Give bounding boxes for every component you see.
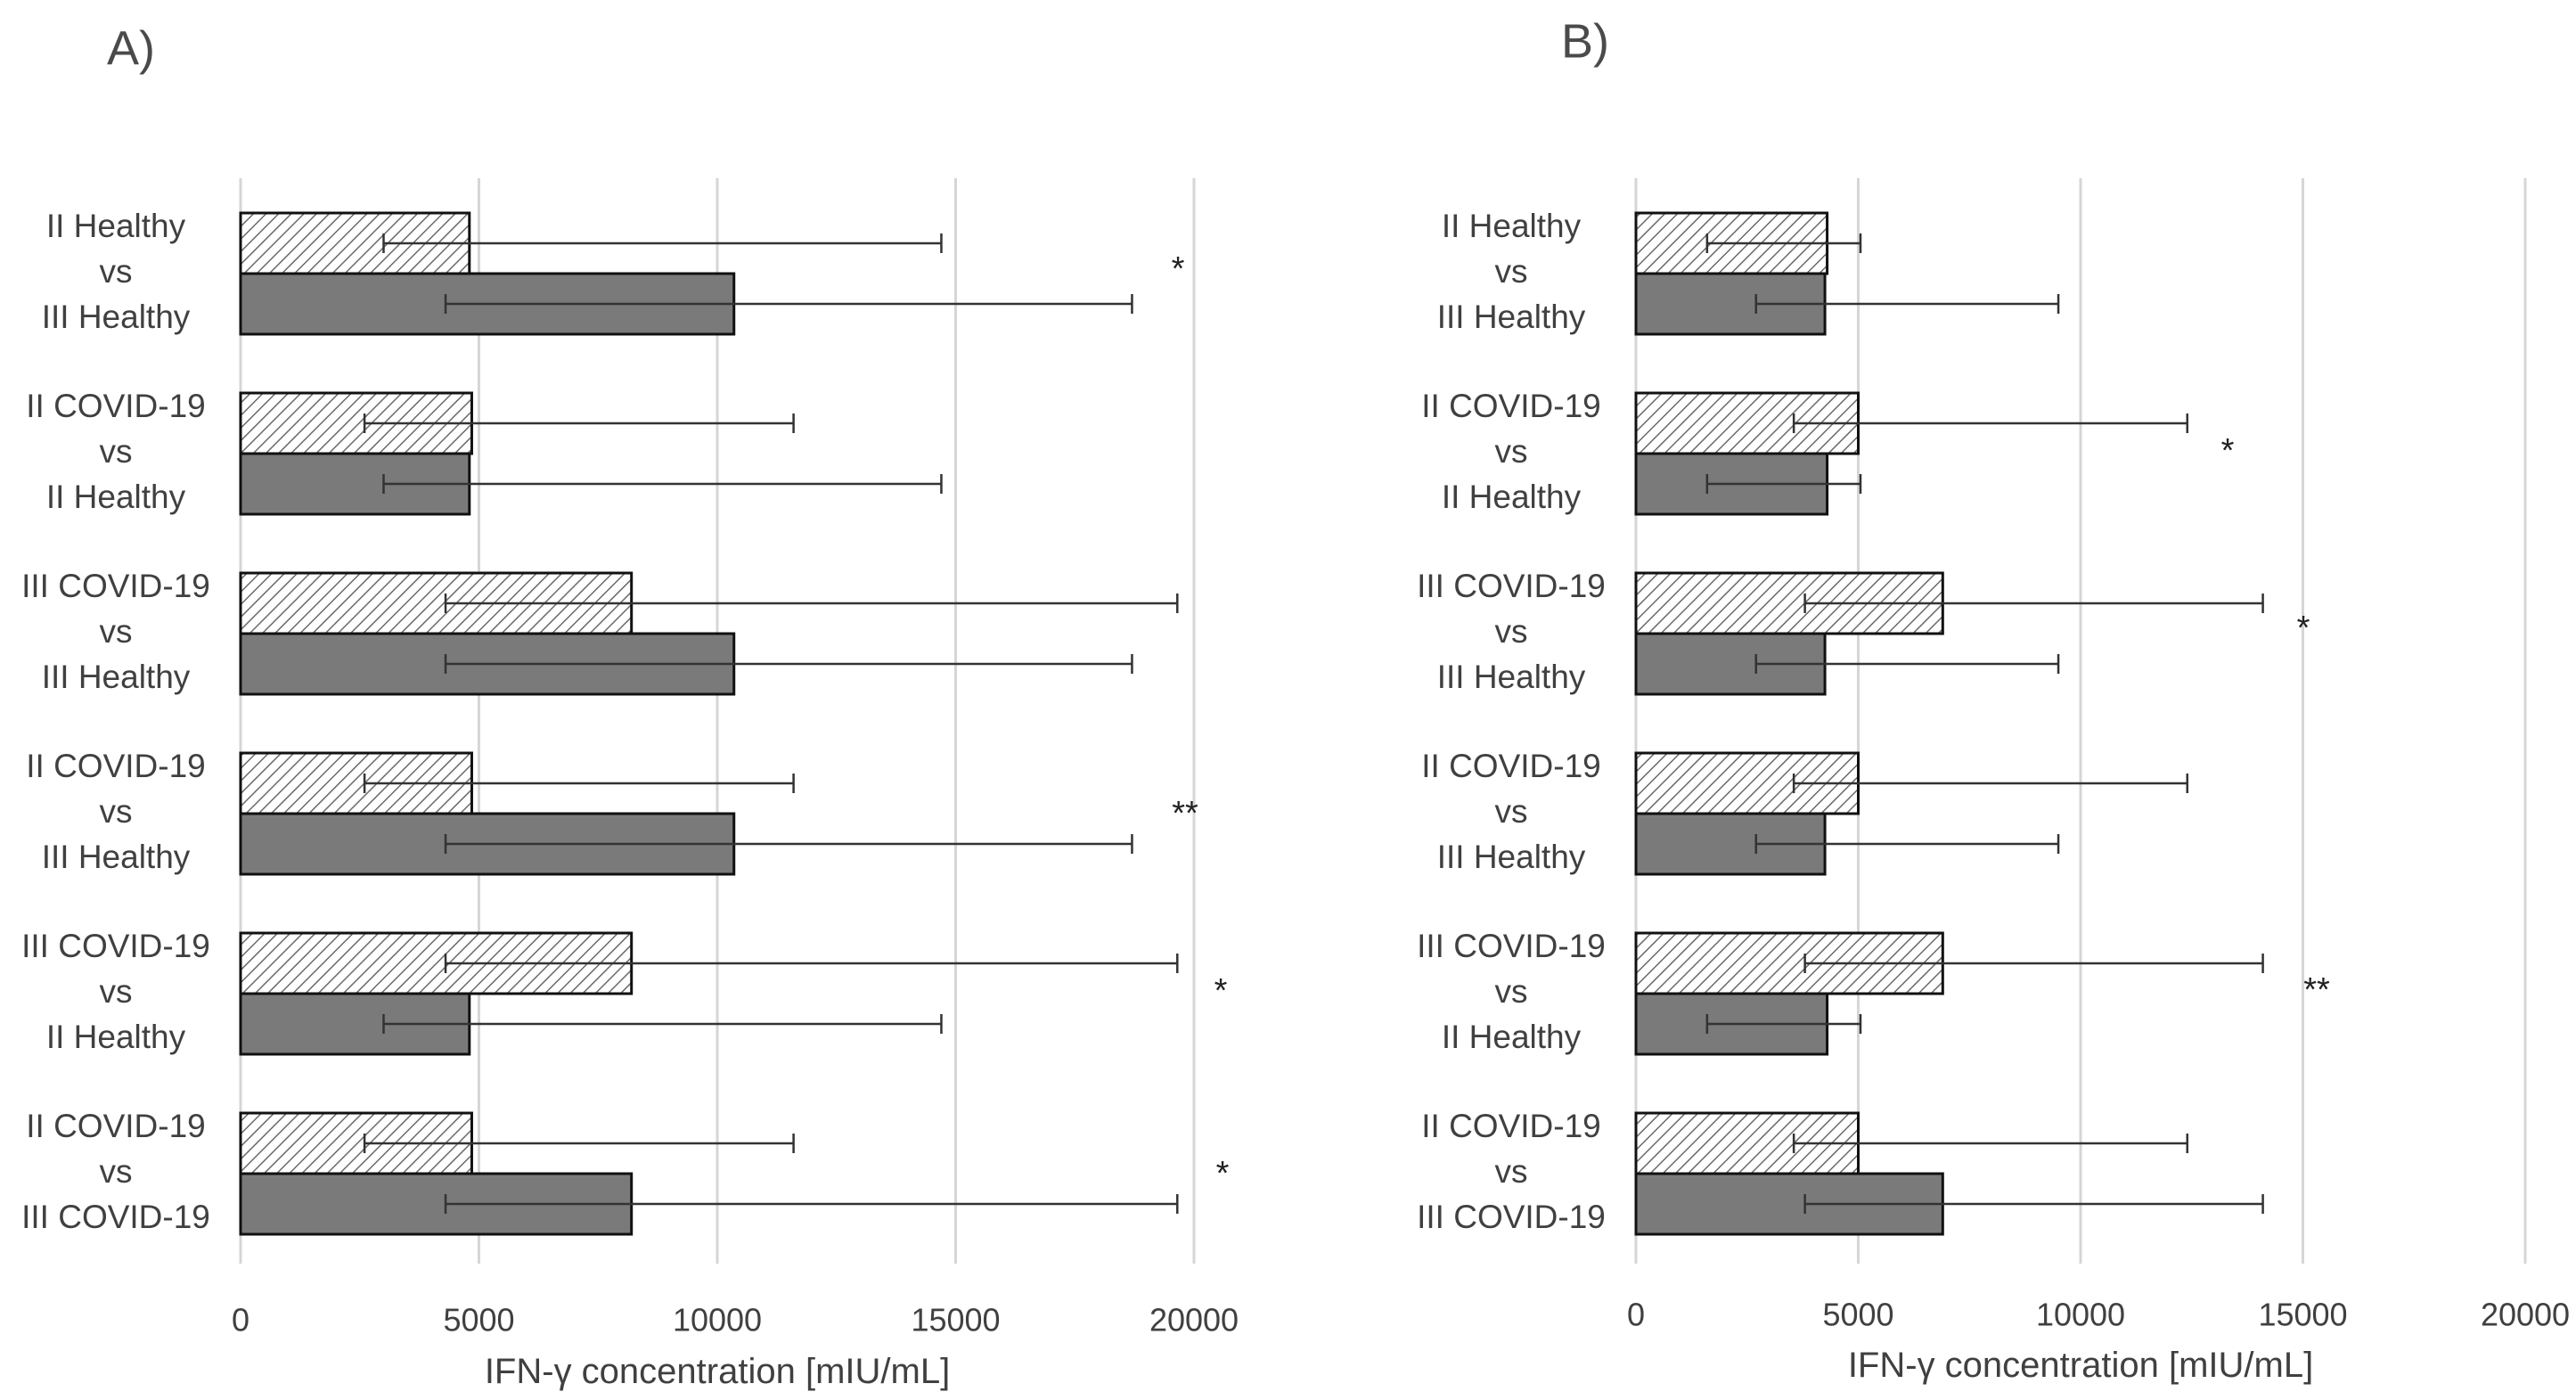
category-label-line: III Healthy (1437, 299, 1586, 335)
bar-group: II Healthy vs III Healthy * (42, 208, 1185, 336)
panel-label: A) (107, 21, 155, 75)
x-tick-label: 20000 (1149, 1302, 1239, 1339)
category-label-line: III Healthy (42, 659, 191, 695)
category-label-line: II Healthy (46, 208, 186, 244)
bar-group: II COVID-19 vs III COVID-19 (1417, 1108, 2264, 1236)
category-label-line: II COVID-19 (26, 748, 206, 784)
category-label-line: vs (100, 973, 133, 1010)
significance-marker: * (2221, 432, 2235, 470)
category-label-line: II Healthy (1442, 208, 1582, 244)
category-label-line: vs (100, 433, 133, 470)
bar-group: II COVID-19 vs III Healthy ** (26, 748, 1198, 876)
category-label-line: II Healthy (1442, 479, 1582, 515)
category-label-line: vs (1495, 613, 1528, 650)
significance-marker: * (2297, 610, 2310, 647)
category-label-line: vs (100, 613, 133, 650)
category-label-line: vs (100, 253, 133, 290)
category-label-line: II COVID-19 (1421, 1108, 1601, 1144)
significance-marker: * (1216, 1155, 1230, 1192)
category-label-line: III COVID-19 (21, 1199, 210, 1235)
bar-group: II Healthy vs III Healthy (1437, 208, 2060, 336)
x-tick-label: 5000 (1822, 1297, 1893, 1333)
bar-group: III COVID-19 vs III Healthy (21, 568, 1179, 696)
category-label-line: III Healthy (1437, 659, 1586, 695)
category-label-line: III Healthy (42, 839, 191, 875)
x-axis-title: IFN-γ concentration [mIU/mL] (1848, 1346, 2313, 1385)
category-label-line: II COVID-19 (26, 388, 206, 424)
significance-marker: ** (1172, 795, 1198, 832)
category-label-line: II Healthy (46, 1019, 186, 1055)
category-label-line: II COVID-19 (26, 1108, 206, 1144)
bar-group: II COVID-19 vs II Healthy * (1421, 388, 2235, 516)
category-label-line: II Healthy (1442, 1019, 1582, 1055)
category-label-line: III COVID-19 (1417, 1199, 1606, 1235)
category-label-line: II Healthy (46, 479, 186, 515)
bar-group: II COVID-19 vs III COVID-19 * (21, 1108, 1230, 1236)
category-label-line: III Healthy (1437, 839, 1586, 875)
panel-label: B) (1561, 14, 1609, 68)
panel-b: B) 0 5000 10000 15000 20000 IFN-γ concentratio… (1417, 14, 2570, 1385)
category-label-line: III COVID-19 (21, 568, 210, 604)
category-label-line: III COVID-19 (1417, 568, 1606, 604)
x-tick-label: 0 (232, 1302, 249, 1339)
bar-group: III COVID-19 vs II Healthy * (21, 928, 1228, 1056)
x-tick-label: 10000 (2036, 1297, 2125, 1333)
category-label-line: III COVID-19 (21, 928, 210, 964)
category-label-line: vs (1495, 1153, 1528, 1190)
significance-marker: * (1214, 972, 1228, 1010)
category-label-line: vs (1495, 433, 1528, 470)
category-label-line: III Healthy (42, 299, 191, 335)
panel-a: A) 0 5000 10000 15000 20000 IFN-γ concentratio… (21, 21, 1239, 1391)
significance-marker: * (1172, 250, 1185, 288)
bar-group: III COVID-19 vs II Healthy ** (1417, 928, 2330, 1056)
category-label-line: III COVID-19 (1417, 928, 1606, 964)
x-axis-title: IFN-γ concentration [mIU/mL] (485, 1352, 950, 1391)
category-label-line: vs (100, 1153, 133, 1190)
bar-solid (1634, 812, 1827, 876)
bar-group: II COVID-19 vs III Healthy (1421, 748, 2189, 876)
category-label-line: II COVID-19 (1421, 388, 1601, 424)
x-tick-label: 5000 (443, 1302, 514, 1339)
x-tick-label: 20000 (2481, 1297, 2570, 1333)
bar-group: III COVID-19 vs III Healthy * (1417, 568, 2310, 696)
significance-marker: ** (2303, 971, 2330, 1009)
category-label-line: vs (1495, 793, 1528, 830)
category-label-line: vs (1495, 973, 1528, 1010)
bar-group: II COVID-19 vs II Healthy (26, 388, 943, 516)
category-label-line: vs (1495, 253, 1528, 290)
category-label-line: II COVID-19 (1421, 748, 1601, 784)
category-label-line: vs (100, 793, 133, 830)
x-tick-label: 15000 (2258, 1297, 2347, 1333)
x-tick-label: 10000 (673, 1302, 762, 1339)
x-tick-label: 15000 (911, 1302, 1000, 1339)
x-tick-label: 0 (1627, 1297, 1645, 1333)
